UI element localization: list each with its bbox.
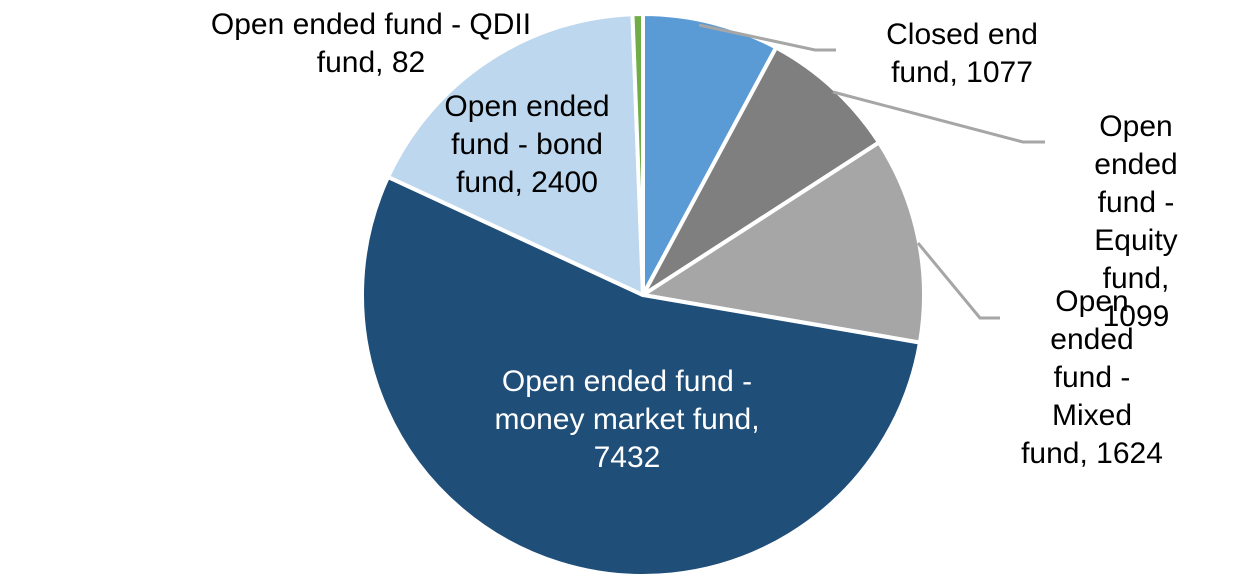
data-label-bond-fund: Open ended fund - bond fund, 2400 <box>444 90 610 199</box>
pie-slice-open-ended-fund-qdii-fund <box>630 12 645 297</box>
leader-line-mixed-fund <box>916 242 1000 320</box>
pie-slice-open-ended-fund-money-market-fund <box>360 174 922 578</box>
pie-slice-open-ended-fund-equity-fund <box>641 45 881 297</box>
data-label-closed-end-fund: Closed end fund, 1077 <box>886 18 1038 89</box>
pie-slice-closed-end-fund <box>641 12 779 297</box>
pie-slice-open-ended-fund-mixed-fund <box>641 140 926 345</box>
data-label-mixed-fund: Open ended fund - Mixed fund, 1624 <box>1021 285 1163 470</box>
leader-line-equity-fund <box>832 90 1045 144</box>
data-label-equity-fund: Open ended fund - Equity fund, 1099 <box>1094 110 1178 333</box>
data-label-money-market-fund: Open ended fund - money market fund, 743… <box>494 365 760 474</box>
leader-line-closed-end-fund <box>698 23 836 52</box>
pie-slice-open-ended-fund-bond-fund <box>386 12 645 297</box>
data-label-qdii-fund: Open ended fund - QDII fund, 82 <box>210 8 532 79</box>
pie-slices-group <box>360 12 926 578</box>
